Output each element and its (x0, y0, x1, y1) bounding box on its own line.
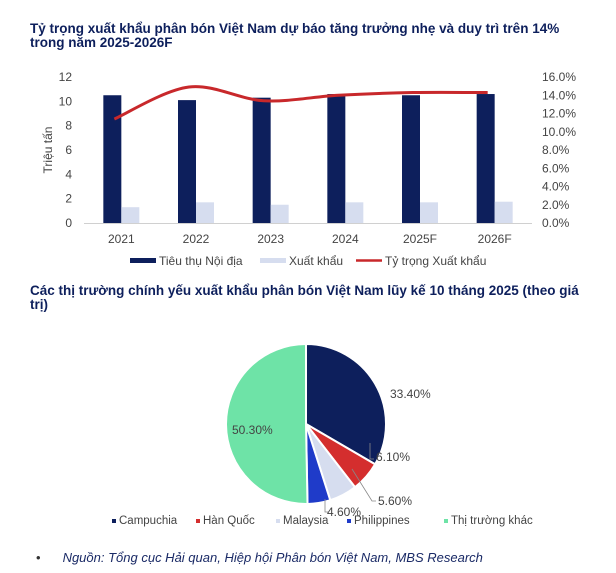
y2-tick-label: 16.0% (542, 70, 576, 84)
pie-data-label: 50.30% (232, 423, 273, 437)
y-tick-label: 6 (65, 143, 72, 157)
bar-domestic (476, 94, 495, 224)
bar-export (196, 202, 214, 223)
y2-tick-label: 8.0% (542, 143, 570, 157)
bar-chart-title: Tỷ trọng xuất khẩu phân bón Việt Nam dự … (30, 21, 560, 50)
y-tick-label: 10 (59, 94, 73, 108)
legend-label: Tiêu thụ Nội địa (159, 254, 243, 268)
y-tick-label: 8 (65, 119, 72, 133)
bar-export (345, 202, 364, 223)
pie-chart-title: Các thị trường chính yếu xuất khẩu phân … (30, 283, 579, 312)
legend-label: Thị trường khác (451, 515, 533, 527)
pie-data-label: 4.60% (327, 505, 361, 519)
legend-swatch (130, 258, 156, 263)
bar-domestic (402, 95, 420, 223)
pie-data-label: 33.40% (390, 387, 431, 401)
bar-line-chart: 0 2 4 6 8 10 12 0.0% 2.0% 4.0% 6.0% 8.0% 10.0% 12.0% 1… (41, 70, 576, 268)
source-text: Nguồn: Tổng cục Hải quan, Hiệp hội Phân … (62, 550, 483, 565)
bar-export (420, 202, 438, 223)
y2-tick-label: 2.0% (542, 198, 570, 212)
y-tick-label: 2 (65, 192, 72, 206)
leader-line (369, 443, 374, 460)
legend-label: Hàn Quốc (203, 515, 255, 527)
y2-tick-label: 10.0% (542, 125, 576, 139)
pie-chart-legend: Campuchia Hàn Quốc Malaysia Philippines Thị … (112, 515, 533, 527)
bar-chart-legend: Tiêu thụ Nội địa Xuất khẩu Tỷ trọng Xuất k… (130, 254, 486, 268)
legend-label: Campuchia (119, 515, 178, 527)
x-tick-label: 2022 (183, 232, 210, 246)
pie-slice (305, 342, 387, 466)
leader-line (351, 468, 376, 502)
y-axis-label: Triệu tấn (41, 127, 55, 174)
y2-tick-label: 12.0% (542, 107, 576, 121)
legend-swatch (196, 519, 200, 523)
legend-swatch (276, 519, 280, 523)
y-tick-label: 12 (59, 70, 73, 84)
bullet-icon: • (36, 550, 41, 565)
pie-slice (225, 342, 309, 505)
bar-domestic (103, 95, 122, 223)
x-tick-label: 2023 (257, 232, 284, 246)
pie-data-label: 6.10% (376, 450, 410, 464)
bar-domestic (252, 97, 271, 223)
source-note: • Nguồn: Tổng cục Hải quan, Hiệp hội Phân… (36, 550, 483, 565)
legend-swatch (444, 519, 448, 523)
legend-label: Xuất khẩu (289, 254, 343, 268)
pie-chart: 33.40% 6.10% 5.60% 4.60% 50.30% Campuchia Hàn… (112, 342, 533, 527)
y2-tick-label: 14.0% (542, 88, 576, 102)
legend-label: Philippines (354, 515, 410, 527)
y2-tick-label: 4.0% (542, 180, 570, 194)
y2-tick-label: 6.0% (542, 161, 570, 175)
x-tick-label: 2025F (403, 232, 437, 246)
legend-swatch (112, 519, 116, 523)
x-tick-label: 2021 (108, 232, 135, 246)
bar-export (494, 201, 513, 223)
bar-export (270, 204, 289, 223)
y-tick-label: 4 (65, 167, 72, 181)
pie-data-label: 5.60% (378, 494, 412, 508)
legend-label: Tỷ trọng Xuất khẩu (385, 254, 486, 268)
legend-label: Malaysia (283, 515, 329, 527)
bar-export (121, 207, 140, 223)
legend-swatch (260, 258, 286, 263)
x-tick-label: 2026F (478, 232, 512, 246)
legend-swatch (347, 519, 351, 523)
y-tick-label: 0 (65, 216, 72, 230)
bar-domestic (327, 94, 346, 224)
export-share-line (113, 85, 488, 121)
y2-tick-label: 0.0% (542, 216, 570, 230)
leader-line (324, 499, 328, 513)
bar-domestic (178, 100, 196, 223)
x-tick-label: 2024 (332, 232, 359, 246)
